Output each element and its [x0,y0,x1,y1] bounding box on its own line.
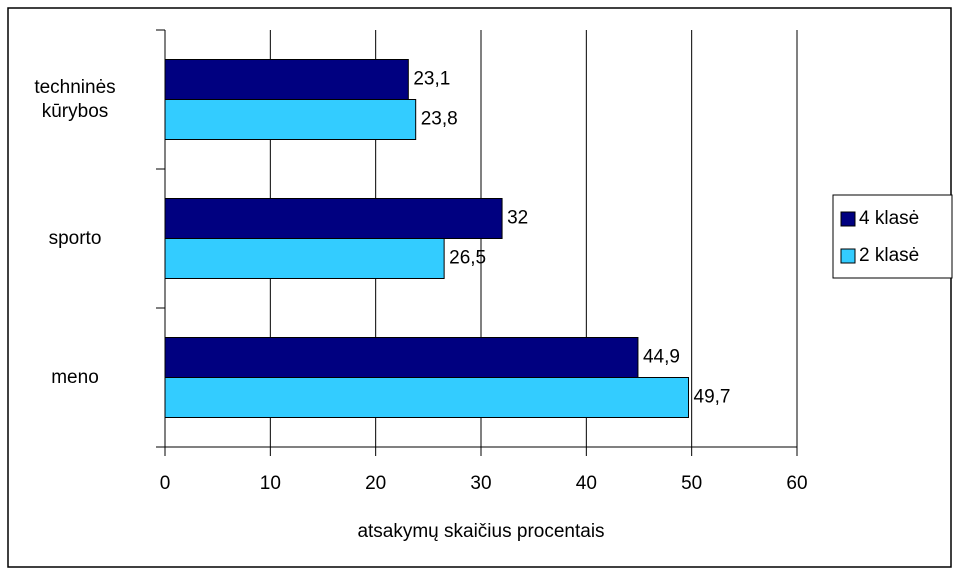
legend-label: 4 klasė [859,208,919,229]
x-tick-label: 30 [470,473,491,494]
legend-label: 2 klasė [859,245,919,266]
data-label: 26,5 [449,248,486,269]
x-tick-label: 60 [786,473,807,494]
bar [164,99,417,140]
bar [164,59,409,100]
x-tick-label: 50 [681,473,702,494]
data-label: 49,7 [694,387,731,408]
data-label: 32 [507,208,528,229]
x-axis-title: atsakymų skaičius procentais [357,521,604,542]
bar [164,238,445,279]
x-tick-label: 20 [365,473,386,494]
x-tick-label: 0 [160,473,171,494]
bar [164,337,639,378]
data-label: 23,1 [413,69,450,90]
y-tick-label: techninės kūrybos [34,76,116,122]
bar [164,377,690,418]
legend-box [832,194,953,279]
data-label: 23,8 [421,109,458,130]
x-tick-label: 10 [260,473,281,494]
legend-swatch [840,248,856,264]
bar [164,198,503,239]
legend-swatch [840,211,856,227]
y-tick-label: meno [51,366,99,388]
x-tick-label: 40 [576,473,597,494]
y-tick-label: sporto [48,227,102,249]
data-label: 44,9 [643,347,680,368]
